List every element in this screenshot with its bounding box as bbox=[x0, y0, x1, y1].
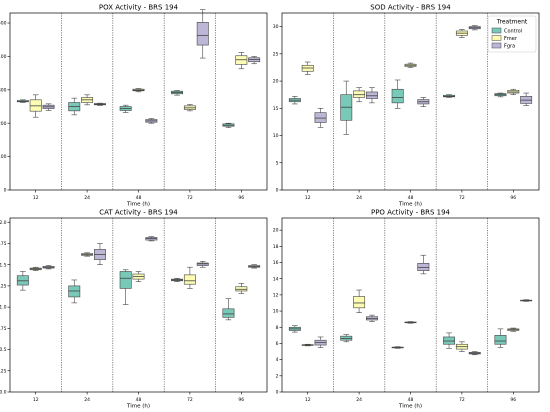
plot-area bbox=[282, 218, 539, 392]
chart-title: PPO Activity - BRS 194 bbox=[371, 209, 451, 217]
x-tick-label: 24 bbox=[356, 195, 362, 201]
y-tick-label: 1.0 bbox=[0, 305, 7, 311]
y-tick-label: 0.25 bbox=[0, 368, 7, 374]
plot-frame bbox=[281, 12, 540, 191]
x-axis-label: Time (h) bbox=[398, 202, 422, 208]
y-tick-label: 400 bbox=[0, 54, 7, 60]
y-tick-label: 2 bbox=[276, 373, 279, 379]
x-tick-label: 48 bbox=[136, 195, 142, 201]
box-control bbox=[68, 285, 81, 298]
y-tick-label: 14 bbox=[273, 276, 279, 282]
y-tick-label: 2.0 bbox=[0, 220, 7, 226]
x-tick-label: 96 bbox=[238, 195, 244, 201]
box-fgra bbox=[196, 262, 209, 266]
x-tick-label: 48 bbox=[408, 397, 414, 403]
x-axis-label: Time (h) bbox=[398, 404, 422, 410]
box-fgra bbox=[314, 112, 327, 123]
legend-label: Fmer bbox=[504, 36, 518, 42]
x-tick-label: 12 bbox=[33, 195, 39, 201]
box-fgra bbox=[365, 91, 378, 99]
legend-swatch-fmer bbox=[491, 35, 502, 41]
plot-area bbox=[10, 13, 267, 190]
box-control bbox=[443, 336, 456, 345]
y-tick-label: 1.5 bbox=[0, 262, 7, 268]
x-axis-label: Time (h) bbox=[126, 202, 150, 208]
chart-panel-2: 0 5 10 15 20 25 30 12 24 48 72 96 SOD Activity - BRS… bbox=[273, 4, 540, 208]
x-tick-label: 96 bbox=[510, 195, 516, 201]
chart-title: CAT Activity - BRS 194 bbox=[99, 209, 178, 217]
legend-swatch-fgra bbox=[491, 42, 502, 49]
y-tick-label: 1.75 bbox=[0, 241, 7, 247]
legend-swatch-control bbox=[491, 27, 502, 34]
y-tick-label: 4 bbox=[276, 357, 279, 363]
y-tick-label: 0 bbox=[276, 188, 279, 194]
y-tick-label: 0 bbox=[4, 188, 7, 194]
box-control bbox=[340, 335, 353, 341]
box-control bbox=[16, 275, 29, 286]
x-tick-label: 96 bbox=[238, 397, 244, 403]
y-tick-label: 6 bbox=[276, 341, 279, 347]
legend-title: Treatment bbox=[496, 19, 528, 26]
y-tick-label: 30 bbox=[273, 24, 279, 30]
box-fmer bbox=[235, 286, 248, 292]
legend-label: Fgra bbox=[504, 43, 515, 49]
box-control bbox=[119, 271, 132, 289]
y-tick-label: 10 bbox=[273, 309, 279, 315]
y-tick-label: 20 bbox=[273, 79, 279, 85]
y-tick-label: 16 bbox=[273, 260, 279, 266]
chart-title: POX Activity - BRS 194 bbox=[99, 4, 179, 12]
x-tick-label: 48 bbox=[408, 195, 414, 201]
box-fmer bbox=[353, 90, 366, 98]
y-tick-label: 8 bbox=[276, 325, 279, 331]
x-tick-label: 48 bbox=[136, 397, 142, 403]
x-axis-label: Time (h) bbox=[126, 404, 150, 410]
box-fmer bbox=[183, 274, 196, 285]
x-tick-label: 12 bbox=[305, 195, 311, 201]
x-tick-label: 24 bbox=[84, 195, 90, 201]
legend-label: Control bbox=[504, 28, 522, 34]
plot-frame bbox=[9, 217, 268, 393]
box-control bbox=[494, 335, 507, 345]
y-tick-label: 0.5 bbox=[0, 347, 7, 353]
chart-panel-1: 0 100 200 300 400 500 12 24 48 72 96 POX Activity -… bbox=[0, 4, 268, 208]
box-control bbox=[222, 308, 235, 318]
x-tick-label: 12 bbox=[33, 397, 39, 403]
y-tick-label: 100 bbox=[0, 154, 7, 160]
y-tick-label: 500 bbox=[0, 21, 7, 27]
x-tick-label: 72 bbox=[187, 195, 193, 201]
x-tick-label: 24 bbox=[356, 397, 362, 403]
y-tick-label: 12 bbox=[273, 292, 279, 298]
box-control bbox=[391, 88, 404, 104]
y-tick-label: 1.25 bbox=[0, 284, 7, 290]
y-tick-label: 300 bbox=[0, 87, 7, 93]
x-tick-label: 72 bbox=[459, 397, 465, 403]
x-tick-label: 12 bbox=[305, 397, 311, 403]
y-tick-label: 20 bbox=[273, 228, 279, 234]
box-fgra bbox=[145, 237, 158, 241]
x-tick-label: 96 bbox=[510, 397, 516, 403]
y-tick-label: 5 bbox=[276, 160, 279, 166]
plot-frame bbox=[9, 12, 268, 191]
plot-area bbox=[10, 218, 267, 392]
y-tick-label: 25 bbox=[273, 51, 279, 57]
y-tick-label: 0 bbox=[276, 390, 279, 396]
y-tick-label: 18 bbox=[273, 244, 279, 250]
box-fgra bbox=[196, 22, 209, 46]
x-tick-label: 72 bbox=[459, 195, 465, 201]
chart-panel-3: 0.0 0.25 0.5 0.75 1.0 1.25 1.5 1.75 2.0 12 24 48 72 9… bbox=[0, 209, 268, 410]
box-fgra bbox=[417, 263, 430, 271]
x-tick-label: 72 bbox=[187, 397, 193, 403]
box-fmer bbox=[353, 296, 366, 309]
y-tick-label: 0.0 bbox=[0, 390, 7, 396]
y-tick-label: 10 bbox=[273, 133, 279, 139]
y-tick-label: 200 bbox=[0, 121, 7, 127]
y-tick-label: 15 bbox=[273, 106, 279, 112]
plot-frame bbox=[281, 217, 540, 393]
x-tick-label: 24 bbox=[84, 397, 90, 403]
chart-title: SOD Activity - BRS 194 bbox=[370, 4, 451, 12]
y-tick-label: 0.75 bbox=[0, 326, 7, 332]
